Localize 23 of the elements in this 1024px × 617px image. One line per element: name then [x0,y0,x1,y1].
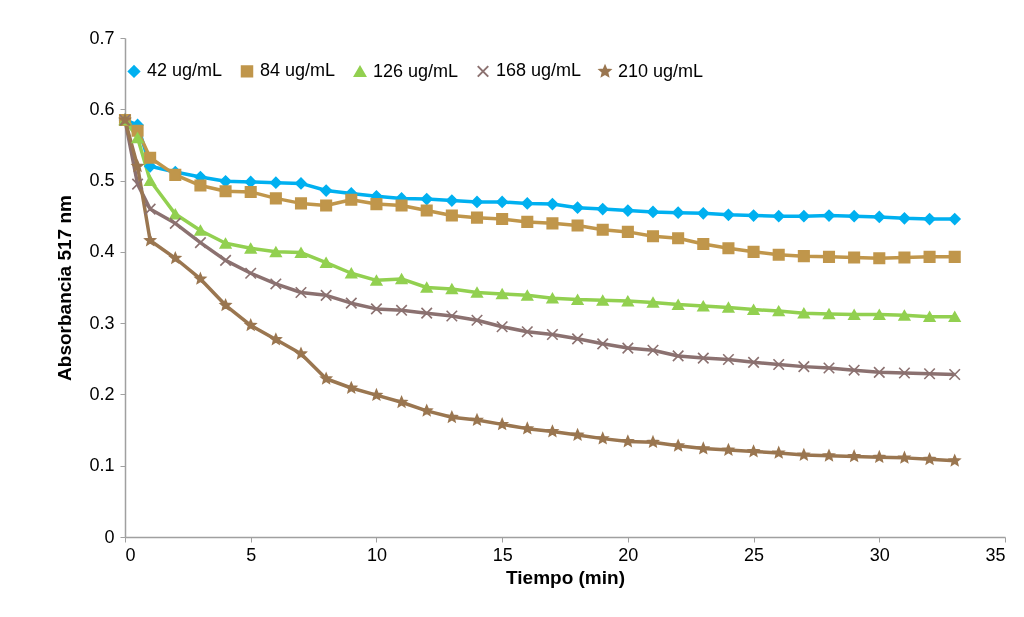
y-axis-title: Absorbancia 517 nm [54,195,76,381]
x-tick-label: 5 [246,544,257,565]
legend-label: 126 ug/mL [373,60,459,81]
x-tick-label: 30 [869,544,890,565]
x-tick-label: 35 [985,544,1006,565]
y-tick-label: 0 [104,526,115,547]
x-tick-label: 15 [492,544,513,565]
y-tick-label: 0.2 [89,383,115,404]
y-tick-label: 0.5 [89,170,115,191]
x-axis-title: Tiempo (min) [506,566,625,588]
y-tick-label: 0.4 [89,241,115,262]
y-tick-label: 0.1 [89,455,115,476]
x-tick-label: 10 [366,544,387,565]
x-tick-label: 20 [618,544,639,565]
y-tick-label: 0.7 [89,27,115,48]
legend-label: 42 ug/mL [147,60,223,81]
y-tick-label: 0.6 [89,98,115,119]
y-tick-label: 0.3 [89,312,115,333]
legend-label: 168 ug/mL [496,60,582,81]
x-tick-label: 0 [125,544,136,565]
legend-label: 84 ug/mL [260,60,336,81]
x-tick-label: 25 [744,544,765,565]
legend-label: 210 ug/mL [618,60,704,81]
